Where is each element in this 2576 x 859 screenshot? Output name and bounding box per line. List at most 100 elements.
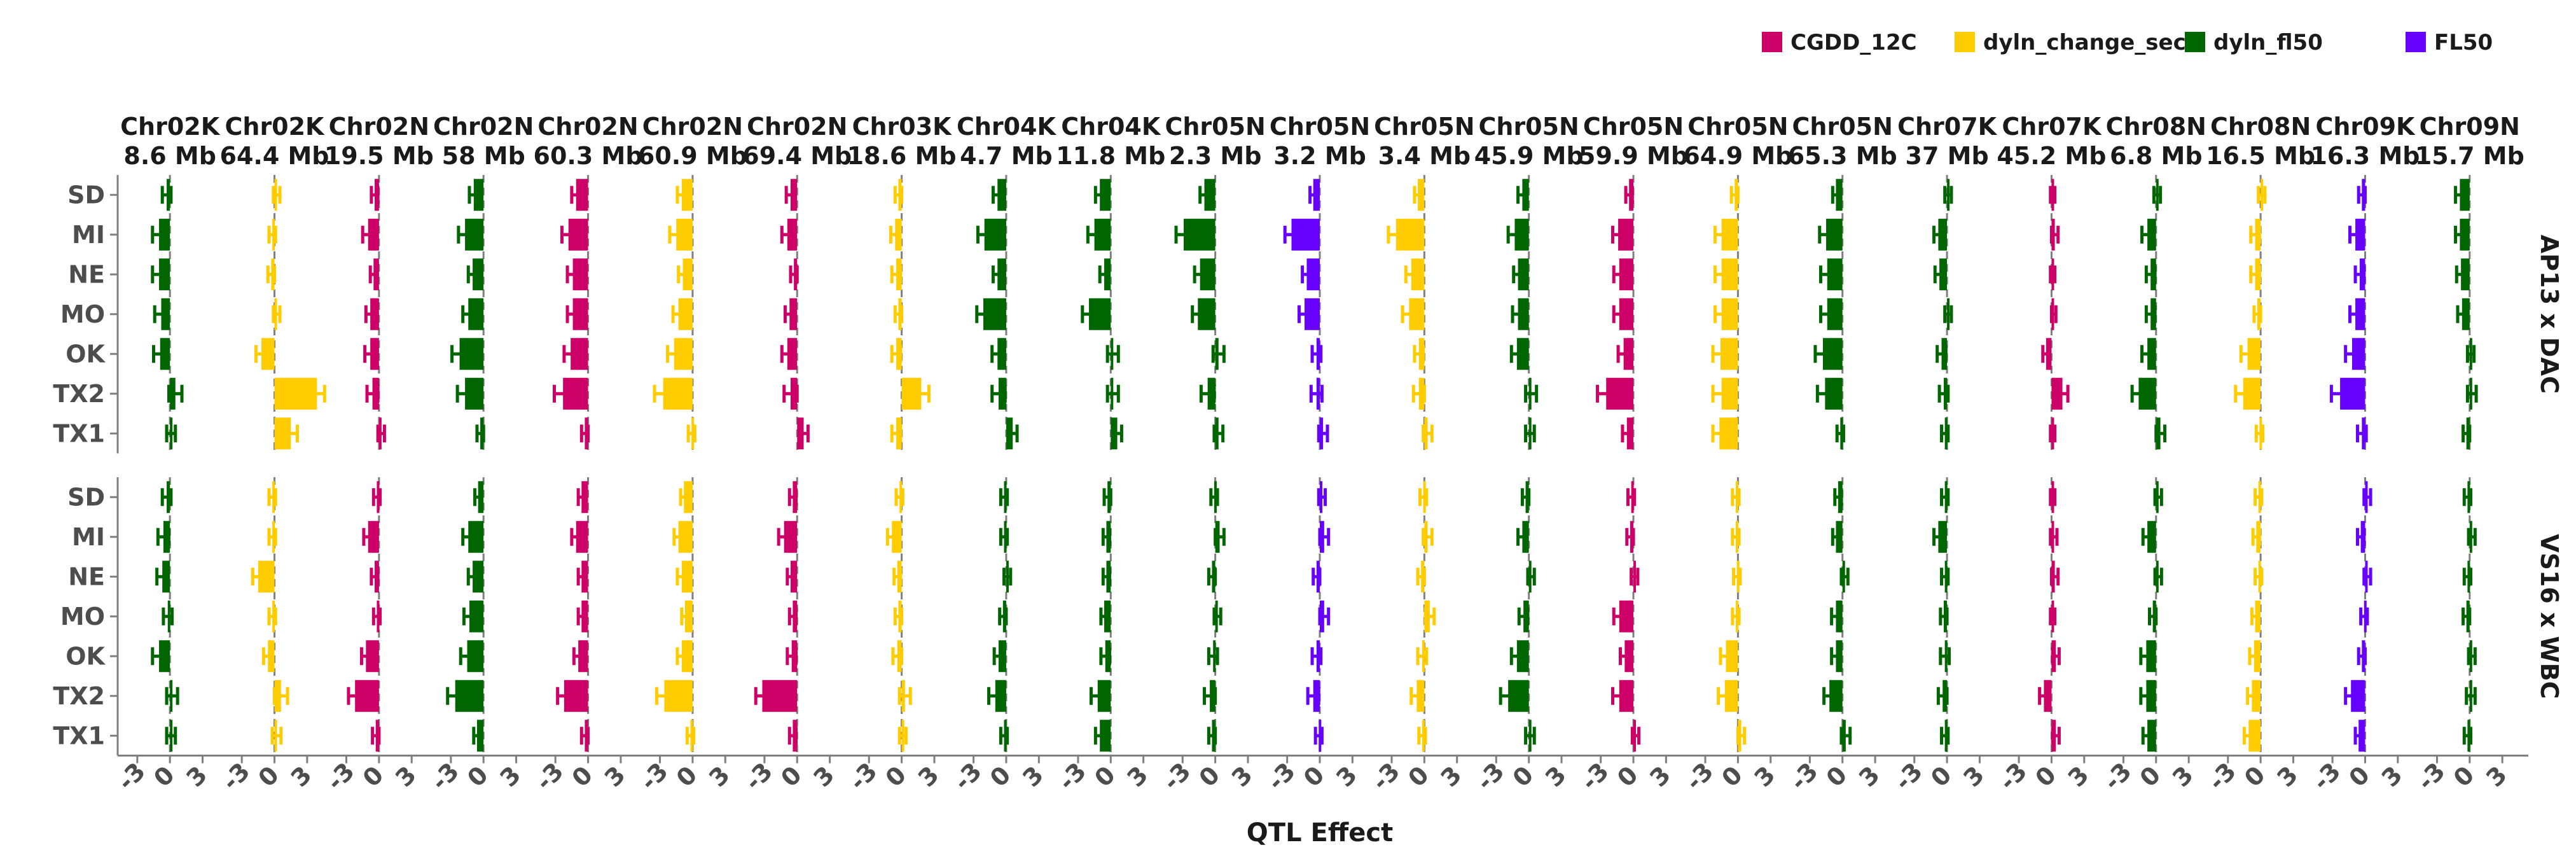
facet-title-position: 11.8 Mb	[1056, 142, 1165, 170]
bars-layer	[110, 32, 2528, 764]
facet-title-position: 59.9 Mb	[1579, 142, 1688, 170]
facet-title-position: 60.3 Mb	[534, 142, 643, 170]
x-tick-label: 3	[1226, 760, 1258, 792]
facet-title-chr: Chr02N	[537, 113, 638, 141]
facet-title-chr: Chr07K	[1897, 113, 1998, 141]
environment-label: TX2	[53, 380, 105, 408]
x-tick-label: 3	[1331, 760, 1362, 792]
effect-bar	[469, 600, 484, 632]
x-tick-label: -3	[1366, 757, 1405, 796]
x-tick-label: -3	[739, 757, 778, 796]
x-tick-label: 0	[1194, 760, 1226, 792]
facet-title-position: 19.5 Mb	[324, 142, 434, 170]
environment-label: MO	[60, 300, 105, 328]
facet-title-chr: Chr08N	[2106, 113, 2206, 141]
effect-bar	[1618, 218, 1634, 251]
x-tick-label: 3	[2271, 760, 2303, 792]
x-tick-label: 0	[357, 760, 389, 792]
x-tick-label: 3	[1436, 760, 1467, 792]
effect-bar	[468, 520, 484, 553]
facet-title-position: 3.4 Mb	[1378, 142, 1471, 170]
environment-label: NE	[68, 562, 105, 590]
effect-bar	[572, 298, 588, 330]
x-tick-label: 3	[599, 760, 631, 792]
facet-title-position: 16.5 Mb	[2206, 142, 2315, 170]
x-tick-label: 0	[1716, 760, 1748, 792]
x-tick-label: 3	[1853, 760, 1885, 792]
effect-bar	[1619, 298, 1634, 330]
x-tick-label: 0	[1612, 760, 1644, 792]
facet-title-chr: Chr02N	[329, 113, 429, 141]
x-tick-label: 3	[703, 760, 735, 792]
facet-title-chr: Chr02N	[433, 113, 534, 141]
x-tick-label: 3	[808, 760, 840, 792]
x-tick-label: -3	[2307, 757, 2346, 796]
x-tick-label: 3	[1122, 760, 1154, 792]
x-tick-label: 0	[2343, 760, 2375, 792]
x-tick-label: -3	[1158, 757, 1196, 796]
facet-title-position: 64.4 Mb	[220, 142, 329, 170]
facet-title-position: 4.7 Mb	[960, 142, 1053, 170]
x-tick-label: -3	[112, 757, 151, 796]
x-tick-label: -3	[1471, 757, 1510, 796]
environment-label: OK	[66, 642, 106, 670]
facet-title-chr: Chr02N	[642, 113, 743, 141]
x-tick-label: 3	[181, 760, 212, 792]
facet-title-chr: Chr03K	[852, 113, 953, 141]
facet-title-chr: Chr04K	[957, 113, 1057, 141]
x-tick-label: -3	[2098, 757, 2137, 796]
facet-title-position: 58 Mb	[442, 142, 525, 170]
x-tick-label: 0	[1821, 760, 1853, 792]
legend-swatch	[2406, 32, 2426, 52]
x-tick-label: 0	[1089, 760, 1121, 792]
facet-title-chr: Chr09K	[2315, 113, 2416, 141]
environment-label: TX1	[53, 419, 105, 447]
x-tick-label: 0	[1402, 760, 1434, 792]
environment-label: MO	[60, 603, 105, 631]
effect-bar	[1619, 600, 1634, 632]
facet-title-chr: Chr08N	[2210, 113, 2311, 141]
x-tick-label: 3	[2481, 760, 2512, 792]
facet-title-position: 18.6 Mb	[847, 142, 957, 170]
x-tick-label: 0	[671, 760, 703, 792]
x-tick-label: 3	[494, 760, 526, 792]
facet-title-chr: Chr02N	[747, 113, 847, 141]
x-tick-label: 0	[2135, 760, 2166, 792]
x-tick-label: 0	[566, 760, 598, 792]
x-tick-label: 0	[2239, 760, 2271, 792]
legend-swatch	[1762, 32, 1782, 52]
x-tick-label: 0	[985, 760, 1016, 792]
x-tick-label: 3	[2376, 760, 2408, 792]
x-tick-label: 3	[1540, 760, 1572, 792]
facet-title-chr: Chr07K	[2002, 113, 2102, 141]
environment-label: NE	[68, 260, 105, 288]
facet-title-position: 15.7 Mb	[2415, 142, 2524, 170]
x-tick-label: 3	[2167, 760, 2199, 792]
effect-bar	[678, 298, 693, 330]
facet-title-chr: Chr05N	[1687, 113, 1788, 141]
environment-label: MI	[72, 523, 105, 551]
x-tick-label: 0	[2030, 760, 2061, 792]
x-tick-label: 0	[253, 760, 284, 792]
x-tick-label: 0	[775, 760, 807, 792]
facet-title-chr: Chr05N	[1374, 113, 1474, 141]
effect-bar	[1619, 258, 1634, 291]
x-tick-label: -3	[321, 757, 360, 796]
facet-title-position: 64.9 Mb	[1683, 142, 1792, 170]
x-tick-label: 0	[462, 760, 494, 792]
facet-title-chr: Chr02K	[225, 113, 326, 141]
facet-title-position: 60.9 Mb	[638, 142, 747, 170]
facet-title-chr: Chr09N	[2420, 113, 2520, 141]
facet-title-position: 45.9 Mb	[1474, 142, 1584, 170]
x-tick-label: -3	[2412, 757, 2451, 796]
x-tick-label: 0	[1507, 760, 1539, 792]
x-tick-label: -3	[948, 757, 987, 796]
cross-strip-label: AP13 x DAC	[2535, 235, 2563, 394]
facet-title-position: 2.3 Mb	[1169, 142, 1262, 170]
facet-title-position: 16.3 Mb	[2310, 142, 2420, 170]
x-axis-title: QTL Effect	[1247, 818, 1393, 848]
facet-title-position: 45.2 Mb	[1997, 142, 2106, 170]
